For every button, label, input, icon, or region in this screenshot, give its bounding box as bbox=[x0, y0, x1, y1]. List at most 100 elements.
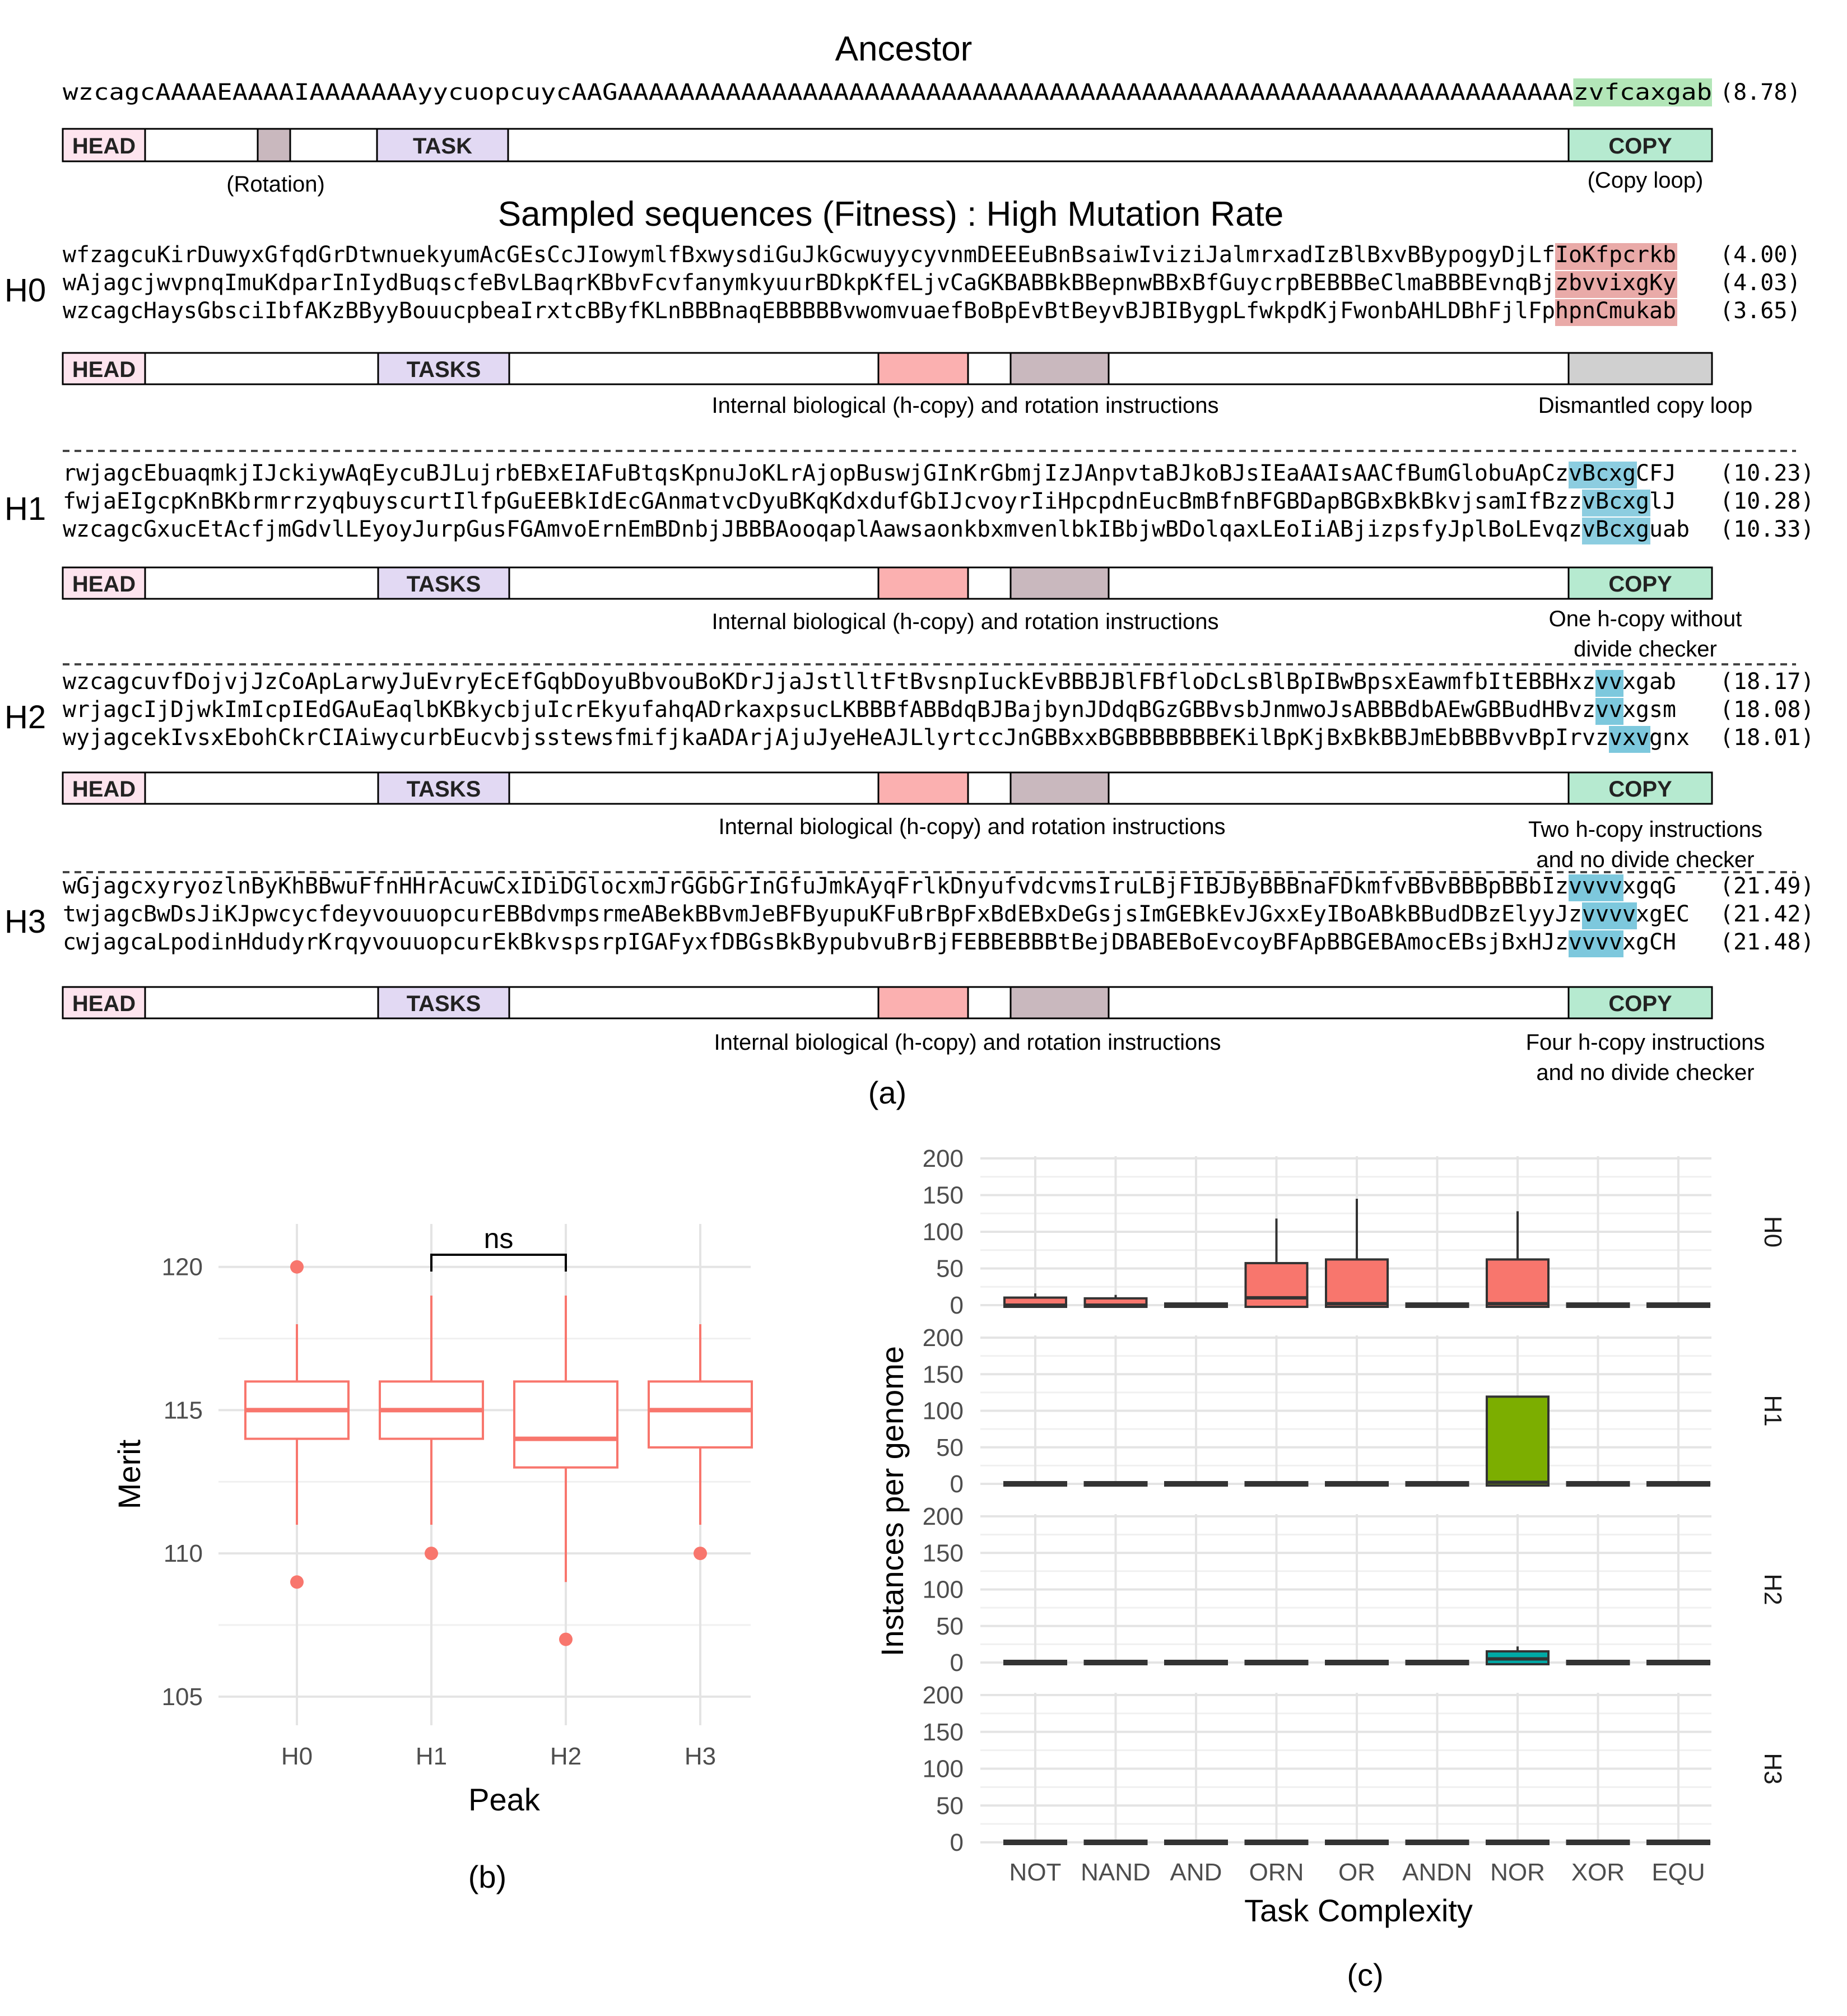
x-tick-label: XOR bbox=[1571, 1859, 1625, 1886]
sequence-text: twjagcBwDsJiKJpwcycfdeyvouuopcurEBBdvmps… bbox=[63, 901, 1690, 927]
h0-note-internal: Internal biological (h-copy) and rotatio… bbox=[712, 393, 1219, 418]
facet-h3: 0 50 100 150 200 H3 bbox=[923, 1682, 1786, 1856]
ancestor-sequence: wzcagcAAAAEAAAAIAAAAAAAyycuopcuycAAGAAAA… bbox=[63, 80, 1712, 105]
task-box-nor bbox=[1486, 1395, 1550, 1487]
tasks-segment bbox=[377, 566, 510, 600]
task-box-or bbox=[1325, 1199, 1389, 1308]
sequence-prefix: rwjagcEbuaqmkjIJckiywAqEycuBJLujrbEBxEIA… bbox=[63, 460, 1569, 486]
task-box-nand bbox=[1083, 1481, 1148, 1487]
x-tick-label: ANDN bbox=[1402, 1859, 1472, 1886]
sequence-highlight-text: vv bbox=[1595, 697, 1622, 723]
y-tick-label: 200 bbox=[923, 1682, 964, 1709]
tasks-segment bbox=[377, 986, 510, 1019]
facet-strip-label: H1 bbox=[1759, 1395, 1786, 1426]
sequence-highlight-text: vBcxg bbox=[1569, 460, 1636, 486]
ancestor-fitness: (8.78) bbox=[1720, 80, 1801, 105]
sequence-prefix: twjagcBwDsJiKJpwcycfdeyvouuopcurEBBdvmps… bbox=[63, 901, 1582, 927]
h1-note-copy-1: One h-copy without bbox=[1549, 607, 1742, 631]
sequence-text: cwjagcaLpodinHdudyrKrqyvouuopcurEkBkvsps… bbox=[63, 929, 1676, 955]
sequence-text: wyjagcekIvsxEbohCkrCIAiwycurbEucvbjsstew… bbox=[63, 725, 1690, 751]
sequence-text: wrjagcIjDjwkImIcpIEdGAuEaqlbKBkycbjuIcrE… bbox=[63, 697, 1676, 723]
hcopy-segment bbox=[877, 352, 969, 385]
task-box-equ bbox=[1646, 1481, 1710, 1487]
fitness-value: (3.65) bbox=[1720, 298, 1801, 324]
task-box-equ bbox=[1646, 1840, 1710, 1845]
task-box-xor bbox=[1566, 1481, 1630, 1487]
ancestor-title: Ancestor bbox=[835, 30, 973, 68]
x-tick-label: NAND bbox=[1081, 1859, 1151, 1886]
hcopy-segment bbox=[877, 566, 969, 600]
ancestor-genome: HEAD TASK COPY bbox=[62, 128, 1713, 162]
sequence-prefix: wzcagcGxucEtAcfjmGdvlLEyoyJurpGusFGAmvoE… bbox=[63, 516, 1582, 542]
task-box-nand bbox=[1083, 1295, 1148, 1309]
sequence-highlight-text: vBcxg bbox=[1582, 488, 1649, 514]
sequence-prefix: wzcagcuvfDojvjJzCoApLarwyJuEvryEcEfGqbDo… bbox=[63, 669, 1595, 695]
sequence-highlight bbox=[1555, 299, 1677, 326]
head-segment bbox=[62, 128, 146, 162]
sequence-text: wAjagcjwvpnqImuKdparInIydBuqscfeBvLBaqrK… bbox=[63, 270, 1676, 296]
task-box-or bbox=[1325, 1840, 1389, 1845]
copy-segment bbox=[1567, 986, 1713, 1019]
sequence-highlight bbox=[1569, 930, 1623, 957]
sequence-highlight-text: vv bbox=[1595, 669, 1622, 695]
tasks-segment-label: TASKS bbox=[407, 572, 481, 597]
fitness-value: (18.08) bbox=[1720, 697, 1815, 723]
task-box-not bbox=[1003, 1660, 1067, 1665]
sequence-suffix: xgqG bbox=[1622, 873, 1676, 899]
y-tick-label: 200 bbox=[923, 1145, 964, 1172]
sequence-highlight bbox=[1569, 874, 1623, 901]
outlier-point bbox=[425, 1547, 438, 1561]
task-box-and bbox=[1164, 1481, 1228, 1487]
head-segment bbox=[62, 566, 146, 600]
sequence-suffix: xgab bbox=[1622, 669, 1676, 695]
rotation-segment bbox=[1009, 566, 1110, 600]
y-tick-label: 110 bbox=[164, 1540, 203, 1567]
outlier-point bbox=[290, 1575, 304, 1589]
rotation-segment bbox=[257, 128, 291, 162]
h2-note-internal: Internal biological (h-copy) and rotatio… bbox=[719, 814, 1226, 839]
fitness-value: (4.00) bbox=[1720, 242, 1801, 268]
sequence-text: rwjagcEbuaqmkjIJckiywAqEycuBJLujrbEBxEIA… bbox=[63, 460, 1676, 486]
sequence-highlight-text: hpnCmukab bbox=[1555, 298, 1676, 324]
sequence-suffix: gnx bbox=[1649, 725, 1690, 751]
y-tick-label: 100 bbox=[923, 1398, 964, 1425]
sequence-highlight-text: vBcxg bbox=[1582, 516, 1649, 542]
h1-note-copy-2: divide checker bbox=[1574, 637, 1717, 662]
sequence-prefix: wzcagcHaysGbsciIbfAKzBByyBouucpbeaIrxtcB… bbox=[63, 298, 1555, 324]
fitness-value: (21.48) bbox=[1720, 929, 1815, 955]
facet-h1: 0 50 100 150 200 H1 bbox=[923, 1324, 1786, 1498]
ancestor-highlight bbox=[1573, 78, 1712, 106]
facet-strip-label: H0 bbox=[1759, 1216, 1786, 1247]
copy-segment bbox=[1567, 771, 1713, 805]
x-tick-label: OR bbox=[1338, 1859, 1375, 1886]
sequence-text: wfzagcuKirDuwyxGfqdGrDtwnuekyumAcGEsCcJI… bbox=[63, 242, 1676, 268]
x-tick-label: H2 bbox=[550, 1743, 581, 1770]
outlier-point bbox=[559, 1632, 573, 1646]
facet-h0: 0 50 100 150 200 H0 bbox=[923, 1145, 1786, 1319]
x-tick-label: AND bbox=[1170, 1859, 1222, 1886]
sequence-suffix: uab bbox=[1649, 516, 1690, 542]
task-box-nor bbox=[1486, 1646, 1550, 1665]
copy-segment-label: COPY bbox=[1608, 777, 1672, 802]
sampled-title: Sampled sequences (Fitness) : High Mutat… bbox=[498, 195, 1284, 234]
outlier-point bbox=[290, 1260, 304, 1274]
sequence-highlight-text: vxv bbox=[1609, 725, 1649, 751]
group-label-h3: H3 bbox=[4, 904, 46, 940]
significance-bracket bbox=[430, 1254, 567, 1272]
head-segment bbox=[62, 771, 146, 805]
box-iqr bbox=[1325, 1258, 1389, 1308]
sequence-suffix: lJ bbox=[1649, 488, 1676, 514]
copy-segment-label: COPY bbox=[1608, 991, 1672, 1016]
task-box-orn bbox=[1244, 1481, 1309, 1487]
task-box-orn bbox=[1244, 1660, 1309, 1665]
task-box-and bbox=[1164, 1302, 1228, 1308]
genome-h0: HEAD TASKS bbox=[62, 352, 1713, 385]
fitness-value: (4.03) bbox=[1720, 270, 1801, 296]
significance-label: ns bbox=[484, 1223, 514, 1254]
hcopy-segment bbox=[877, 986, 969, 1019]
sequence-highlight bbox=[1609, 726, 1650, 753]
copy-segment-label: COPY bbox=[1608, 572, 1672, 597]
task-segment bbox=[376, 128, 509, 162]
task-box-xor bbox=[1566, 1660, 1630, 1665]
